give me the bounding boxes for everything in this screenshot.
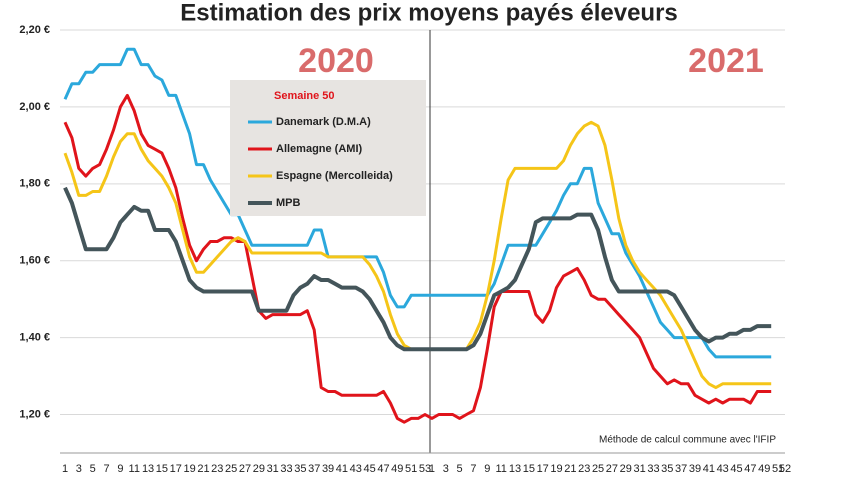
x-tick-label: 21 — [564, 463, 576, 475]
x-tick-label: 3 — [76, 463, 82, 475]
x-tick-label: 9 — [484, 463, 490, 475]
note: Méthode de calcul commune avec l'IFIP — [599, 435, 776, 446]
x-tick-label: 43 — [717, 463, 729, 475]
x-tick-label: 3 — [443, 463, 449, 475]
x-tick-label: 37 — [675, 463, 687, 475]
x-tick-label: 37 — [308, 463, 320, 475]
legend-label: MPB — [276, 197, 301, 209]
x-tick-label: 31 — [267, 463, 279, 475]
x-tick-label: 49 — [391, 463, 403, 475]
x-tick-label: 15 — [156, 463, 168, 475]
x-tick-label: 27 — [606, 463, 618, 475]
x-tick-label: 52 — [779, 463, 791, 475]
x-tick-label: 29 — [253, 463, 265, 475]
x-tick-label: 11 — [495, 463, 506, 475]
year-label: 2020 — [298, 42, 374, 80]
x-tick-label: 33 — [280, 463, 292, 475]
series-line — [63, 186, 772, 352]
x-tick-label: 19 — [183, 463, 195, 475]
x-tick-label: 11 — [129, 463, 140, 475]
x-tick-label: 31 — [633, 463, 645, 475]
x-tick-label: 49 — [758, 463, 770, 475]
x-tick-label: 5 — [457, 463, 463, 475]
legend-label: Danemark (D.M.A) — [276, 116, 371, 128]
x-tick-label: 33 — [647, 463, 659, 475]
x-tick-label: 51 — [405, 463, 417, 475]
x-tick-label: 13 — [142, 463, 154, 475]
x-tick-label: 41 — [703, 463, 715, 475]
x-tick-label: 25 — [225, 463, 237, 475]
series-line — [63, 47, 772, 359]
x-tick-label: 17 — [170, 463, 182, 475]
legend-title: Semaine 50 — [274, 90, 335, 102]
x-tick-label: 41 — [336, 463, 348, 475]
y-tick-label: 1,80 € — [19, 178, 50, 190]
x-tick-label: 47 — [744, 463, 756, 475]
x-tick-label: 13 — [509, 463, 521, 475]
x-tick-label: 23 — [211, 463, 223, 475]
x-tick-label: 17 — [537, 463, 549, 475]
year-label: 2021 — [688, 42, 764, 80]
x-tick-label: 27 — [239, 463, 251, 475]
y-tick-label: 2,00 € — [19, 101, 50, 113]
x-tick-label: 7 — [103, 463, 109, 475]
x-tick-label: 47 — [377, 463, 389, 475]
x-tick-label: 53 — [419, 463, 431, 475]
x-tick-label: 35 — [661, 463, 673, 475]
x-tick-label: 25 — [592, 463, 604, 475]
legend-label: Allemagne (AMI) — [276, 143, 363, 155]
x-tick-label: 45 — [363, 463, 375, 475]
x-tick-label: 23 — [578, 463, 590, 475]
x-tick-label: 21 — [197, 463, 209, 475]
y-tick-label: 1,20 € — [19, 408, 50, 420]
x-tick-label: 51 — [772, 463, 784, 475]
x-tick-label: 1 — [62, 463, 68, 475]
x-tick-label: 39 — [689, 463, 701, 475]
y-tick-label: 2,20 € — [19, 24, 50, 36]
x-tick-label: 15 — [523, 463, 535, 475]
x-tick-label: 43 — [350, 463, 362, 475]
x-tick-label: 19 — [550, 463, 562, 475]
chart-title: Estimation des prix moyens payés éleveur… — [180, 0, 678, 26]
x-tick-label: 45 — [730, 463, 742, 475]
x-tick-label: 7 — [470, 463, 476, 475]
x-tick-label: 35 — [294, 463, 306, 475]
y-tick-label: 1,60 € — [19, 255, 50, 267]
x-tick-label: 1 — [429, 463, 435, 475]
legend-label: Espagne (Mercolleida) — [276, 170, 393, 182]
x-tick-label: 29 — [620, 463, 632, 475]
x-tick-label: 39 — [322, 463, 334, 475]
x-tick-label: 5 — [90, 463, 96, 475]
series-line — [63, 93, 772, 424]
y-tick-label: 1,40 € — [19, 332, 50, 344]
x-tick-label: 9 — [117, 463, 123, 475]
